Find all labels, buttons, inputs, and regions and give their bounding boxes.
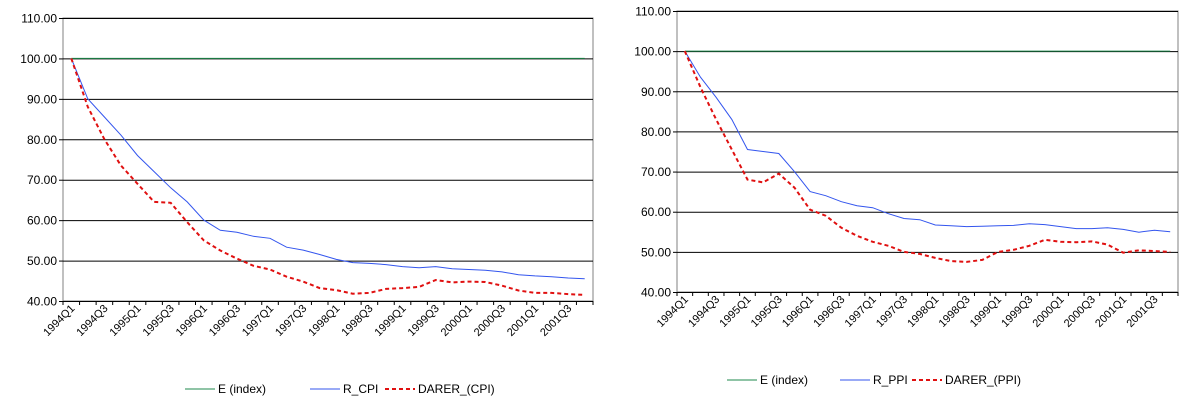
x-tick-label: 2001Q1	[505, 303, 541, 339]
series-line-darer-ppi-	[683, 50, 1171, 263]
legend-label: R_CPI	[343, 382, 378, 396]
y-tick-label: 100.00	[634, 45, 671, 59]
x-tick-label: 1999Q3	[406, 303, 442, 339]
y-tick-label: 40.00	[27, 295, 57, 309]
y-tick-label: 100.00	[20, 52, 57, 66]
x-tick-label: 2000Q1	[439, 303, 475, 339]
x-tick-label: 1999Q1	[372, 303, 408, 339]
plot-area	[62, 17, 594, 302]
x-tick-label: 2000Q3	[472, 303, 508, 339]
legend-label: R_PPI	[873, 373, 908, 387]
x-tick-label: 1997Q3	[874, 294, 910, 330]
chart-right: 40.00 50.00 60.00 70.00 80.00 90.00 100.00 110.…	[602, 0, 1187, 403]
x-tick-label: 2001Q3	[1124, 294, 1160, 330]
x-tick-label: 2000Q1	[1031, 294, 1067, 330]
x-tick-label: 2001Q3	[538, 303, 574, 339]
x-tick-label: 1998Q1	[306, 303, 342, 339]
x-tick-label: 1994Q3	[74, 303, 110, 339]
x-tick-label: 1996Q3	[207, 303, 243, 339]
series-line-r-cpi	[70, 58, 585, 280]
x-tick-label: 1995Q1	[717, 294, 753, 330]
y-tick-label: 70.00	[641, 165, 671, 179]
series-line-r-ppi	[684, 50, 1171, 233]
x-tick-label: 1997Q1	[843, 294, 879, 330]
x-tick-label: 1998Q3	[339, 303, 375, 339]
y-tick-label: 60.00	[641, 205, 671, 219]
y-tick-label: 50.00	[27, 254, 57, 268]
y-tick-label: 80.00	[27, 133, 57, 147]
y-tick-label: 110.00	[635, 5, 671, 19]
y-tick-label: 50.00	[641, 245, 671, 259]
series-line-darer-cpi-	[70, 58, 585, 296]
x-tick-label: 2001Q1	[1093, 294, 1129, 330]
plot-area	[676, 10, 1179, 293]
y-tick-label: 90.00	[27, 92, 57, 106]
legend-label: E (index)	[760, 373, 808, 387]
x-tick-label: 1996Q1	[174, 303, 210, 339]
legend-label: E (index)	[218, 382, 266, 396]
line-chart-ppi: 40.00 50.00 60.00 70.00 80.00 90.00 100.00 110.…	[634, 5, 1179, 387]
x-tick-label: 1998Q1	[905, 294, 941, 330]
y-tick-label: 60.00	[27, 214, 57, 228]
x-tick-label: 1999Q3	[999, 294, 1035, 330]
y-tick-label: 40.00	[641, 286, 671, 300]
x-tick-label: 1997Q1	[240, 303, 276, 339]
legend-label: DARER_(PPI)	[945, 373, 1021, 387]
x-tick-label: 1997Q3	[273, 303, 309, 339]
x-tick-label: 1996Q1	[780, 294, 816, 330]
x-tick-label: 1994Q3	[686, 294, 722, 330]
x-tick-label: 1999Q1	[968, 294, 1004, 330]
y-tick-label: 110.00	[21, 12, 57, 26]
x-tick-label: 1996Q3	[811, 294, 847, 330]
x-tick-label: 1995Q3	[141, 303, 177, 339]
chart-left: 40.00 50.00 60.00 70.00 80.00 90.00 100.00 110.…	[20, 12, 594, 396]
x-tick-label: 1995Q3	[749, 294, 785, 330]
x-tick-label: 1998Q3	[937, 294, 973, 330]
line-chart-cpi: 40.00 50.00 60.00 70.00 80.00 90.00 100.00 110.…	[20, 12, 594, 396]
y-tick-label: 70.00	[27, 173, 57, 187]
y-tick-label: 90.00	[641, 85, 671, 99]
x-tick-label: 2000Q3	[1062, 294, 1098, 330]
legend-label: DARER_(CPI)	[418, 382, 495, 396]
y-tick-label: 80.00	[641, 125, 671, 139]
x-tick-label: 1995Q1	[107, 303, 143, 339]
